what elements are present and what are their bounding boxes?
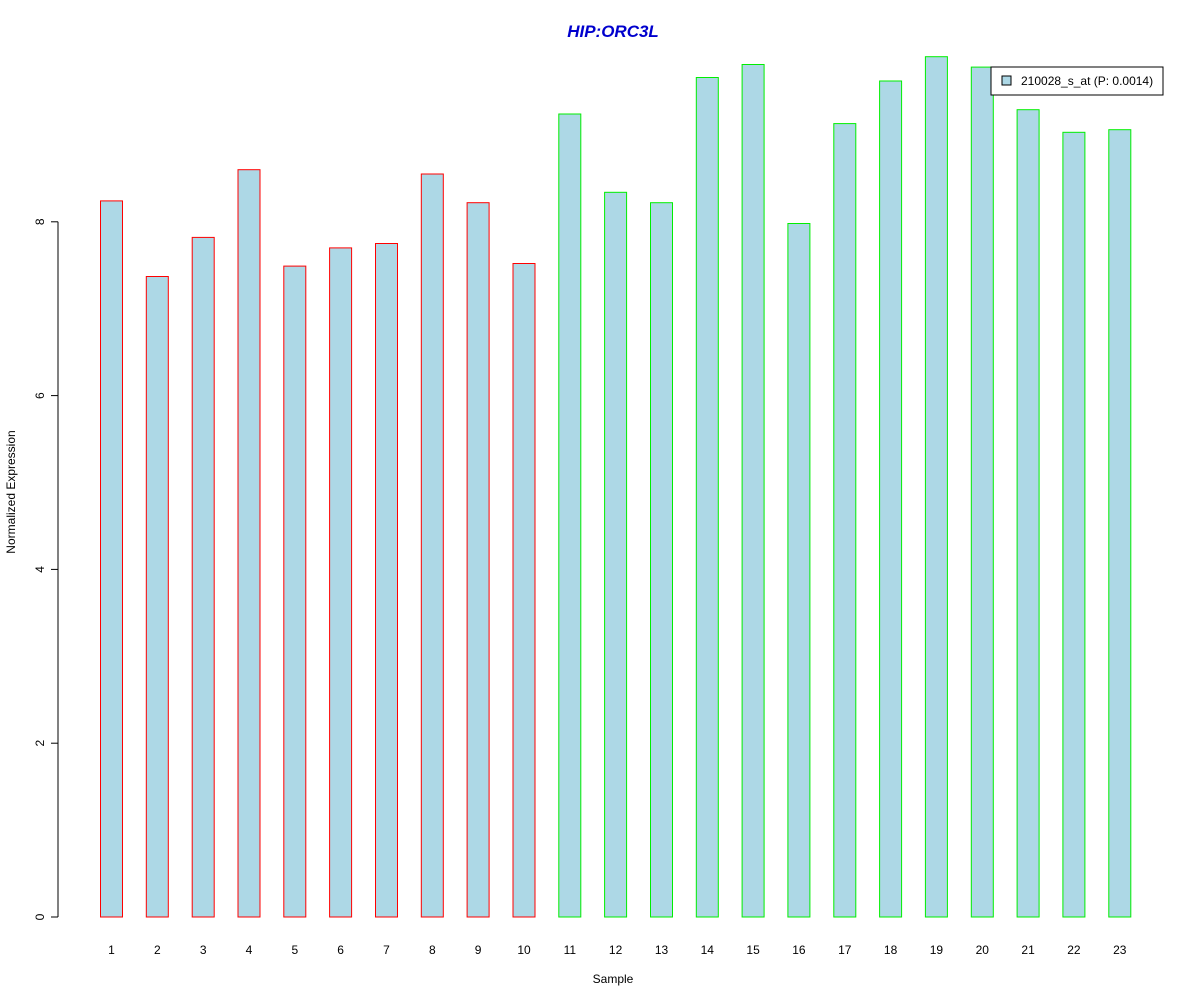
x-tick-label: 1 [108, 943, 115, 957]
bar-sample-9 [466, 202, 490, 918]
x-tick-label: 16 [792, 943, 806, 957]
legend: 210028_s_at (P: 0.0014) [990, 66, 1164, 96]
bar-sample-6 [329, 247, 353, 918]
y-tick-label: 2 [33, 740, 47, 747]
bar-sample-2 [145, 276, 169, 918]
legend-entry: 210028_s_at (P: 0.0014) [1021, 74, 1153, 88]
y-tick-label: 0 [33, 913, 47, 920]
x-tick-label: 9 [475, 943, 482, 957]
x-tick-label: 7 [383, 943, 390, 957]
x-tick-label: 15 [746, 943, 760, 957]
x-tick-label: 6 [337, 943, 344, 957]
bar-sample-23 [1108, 129, 1132, 918]
x-tick-label: 17 [838, 943, 852, 957]
chart-title: HIP:ORC3L [567, 22, 659, 41]
bar-sample-4 [237, 169, 261, 918]
bar-sample-5 [283, 265, 307, 918]
y-tick-label: 6 [33, 392, 47, 399]
x-axis-label: Sample [593, 972, 634, 986]
x-tick-label: 22 [1067, 943, 1081, 957]
bar-sample-13 [650, 202, 673, 918]
bar-sample-8 [420, 173, 444, 918]
legend-swatch [1001, 75, 1012, 86]
x-tick-label: 8 [429, 943, 436, 957]
x-tick-label: 14 [701, 943, 715, 957]
y-tick-label: 4 [33, 566, 47, 573]
bar-sample-20 [970, 66, 994, 918]
bars [100, 56, 1132, 918]
y-axis: 0 2 4 6 8 [33, 218, 59, 920]
bar-sample-21 [1016, 109, 1040, 918]
x-tick-label: 5 [291, 943, 298, 957]
x-tick-label: 11 [564, 943, 577, 957]
x-tick-label: 12 [609, 943, 623, 957]
y-tick-label: 8 [33, 218, 47, 225]
x-tick-labels: 1 2 3 4 5 6 7 8 9 10 11 12 13 14 15 16 17 18 19 20 21 22 23 [108, 943, 1127, 957]
x-tick-label: 21 [1021, 943, 1035, 957]
x-tick-label: 23 [1113, 943, 1127, 957]
legend-box [990, 66, 1164, 96]
x-tick-label: 4 [246, 943, 253, 957]
bar-sample-12 [604, 191, 628, 918]
x-tick-label: 2 [154, 943, 161, 957]
x-tick-label: 18 [884, 943, 898, 957]
x-tick-label: 3 [200, 943, 207, 957]
bar-sample-7 [375, 243, 398, 918]
bar-sample-3 [191, 236, 215, 918]
y-axis-label: Normalized Expression [4, 430, 18, 553]
bar-sample-1 [100, 200, 123, 918]
x-tick-label: 13 [655, 943, 669, 957]
bar-sample-18 [879, 80, 903, 918]
bar-sample-16 [787, 223, 811, 918]
x-tick-label: 19 [930, 943, 944, 957]
x-tick-label: 20 [976, 943, 990, 957]
bar-sample-11 [558, 113, 582, 918]
bar-sample-19 [924, 56, 948, 918]
bar-sample-22 [1062, 131, 1086, 918]
bar-sample-17 [833, 123, 857, 918]
bar-sample-14 [695, 77, 719, 918]
bar-sample-10 [512, 263, 536, 918]
x-tick-label: 10 [517, 943, 531, 957]
bar-sample-15 [741, 64, 765, 918]
